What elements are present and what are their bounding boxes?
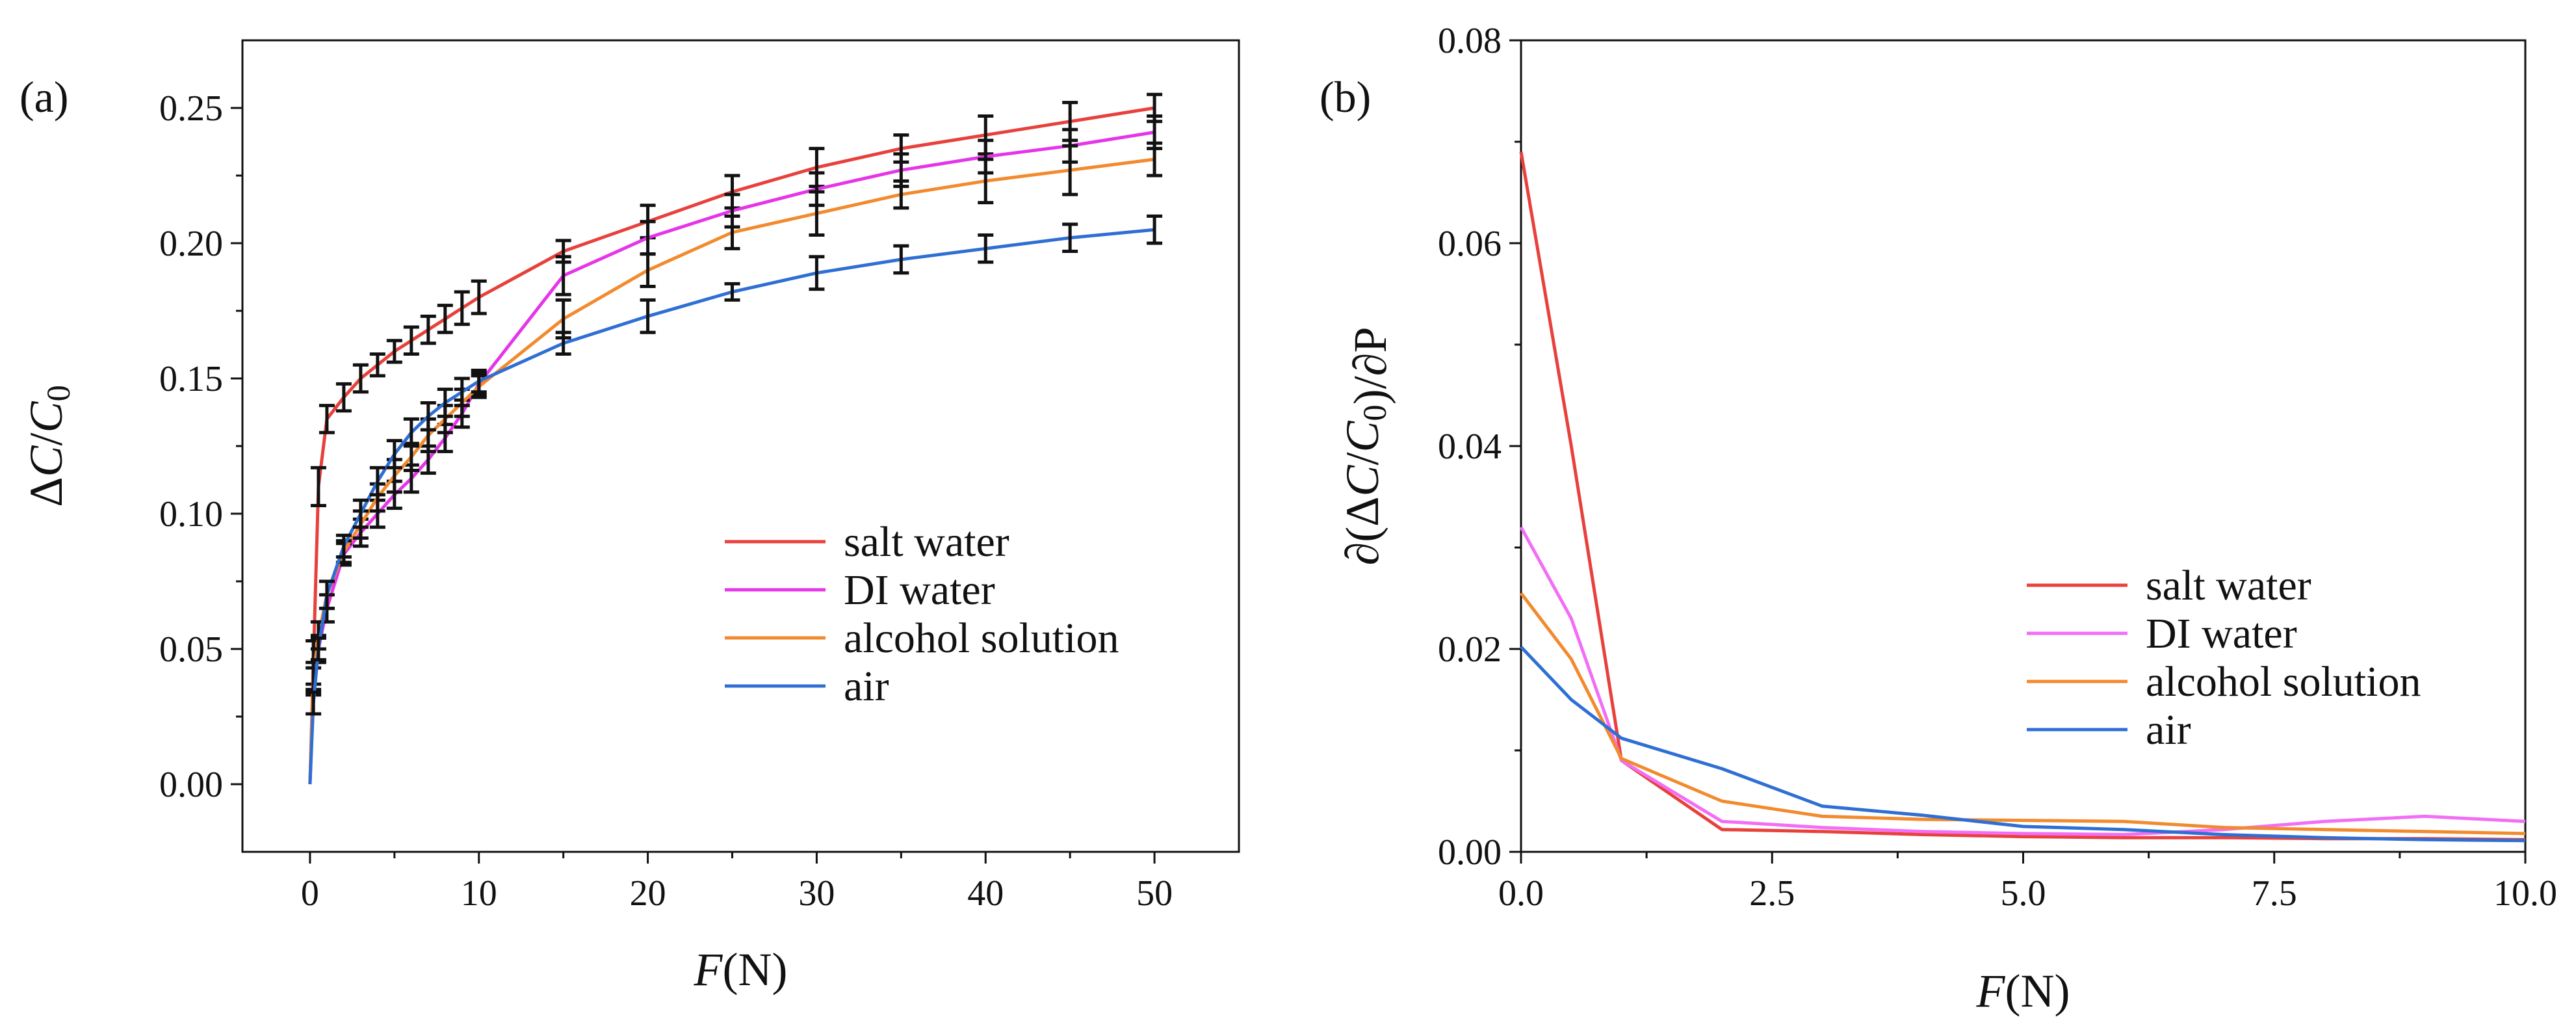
plot-frame — [241, 39, 1240, 853]
panel-a-chart: 0 10 20 30 40 50 0.00 0.05 0.10 0.15 0.20 0.25 F(N) Δ… — [20, 39, 1240, 996]
legend-entry-di-water: DI water — [844, 566, 995, 614]
panel-label: (a) — [20, 72, 68, 122]
series-line-air — [308, 228, 1155, 785]
legend-entry-air: air — [844, 663, 889, 710]
y-tick-label: 0.25 — [159, 88, 223, 129]
y-tick-label: 0.15 — [159, 359, 223, 399]
y-tick-label: 0.02 — [1438, 629, 1502, 670]
legend-entry-air: air — [2146, 706, 2191, 754]
x-tick-label: 50 — [1136, 873, 1173, 914]
x-tick-label: 30 — [798, 873, 835, 914]
legend-entry-di-water: DI water — [2146, 610, 2297, 657]
y-tick-label: 0.00 — [159, 765, 223, 805]
x-tick-label: 40 — [967, 873, 1004, 914]
series-line-alcohol-solution — [308, 157, 1155, 785]
panel-label: (b) — [1320, 72, 1371, 122]
x-tick-label: 10 — [461, 873, 497, 914]
y-tick-label: 0.10 — [159, 494, 223, 535]
legend-entry-alcohol-solution: alcohol solution — [2146, 658, 2421, 706]
x-tick-label: 20 — [630, 873, 666, 914]
series-line-air — [1520, 646, 2526, 843]
y-axis-label: ΔC/C0 — [20, 385, 77, 507]
x-tick-label: 10.0 — [2493, 873, 2557, 914]
x-tick-label: 0 — [301, 873, 319, 914]
x-tick-label: 0.0 — [1498, 873, 1544, 914]
legend-entry-salt-water: salt water — [844, 518, 1009, 566]
x-axis-label: F(N) — [1976, 965, 2070, 1017]
legend-entry-salt-water: salt water — [2146, 562, 2311, 609]
series-line-salt-water — [1519, 152, 2526, 841]
y-tick-label: 0.20 — [159, 224, 223, 264]
x-tick-label: 2.5 — [1749, 873, 1795, 914]
legend-entry-alcohol-solution: alcohol solution — [844, 614, 1119, 662]
y-tick-label: 0.00 — [1438, 832, 1502, 873]
x-tick-label: 7.5 — [2252, 873, 2297, 914]
y-tick-label: 0.05 — [159, 629, 223, 670]
plot-frame — [1520, 39, 2527, 853]
y-tick-label: 0.08 — [1438, 21, 1502, 61]
x-axis-label: F(N) — [694, 944, 788, 996]
series-line-di-water — [1519, 526, 2526, 836]
y-tick-label: 0.06 — [1438, 224, 1502, 264]
series-line-alcohol-solution — [1520, 592, 2526, 836]
panel-b-chart: 0.0 2.5 5.0 7.5 10.0 0.00 0.02 0.04 0.06 0.08 F(N)… — [1320, 21, 2557, 1017]
y-tick-label: 0.04 — [1438, 427, 1502, 467]
y-axis-label: ∂(ΔC/C0)/∂P — [1336, 327, 1396, 566]
x-tick-label: 5.0 — [2001, 873, 2046, 914]
